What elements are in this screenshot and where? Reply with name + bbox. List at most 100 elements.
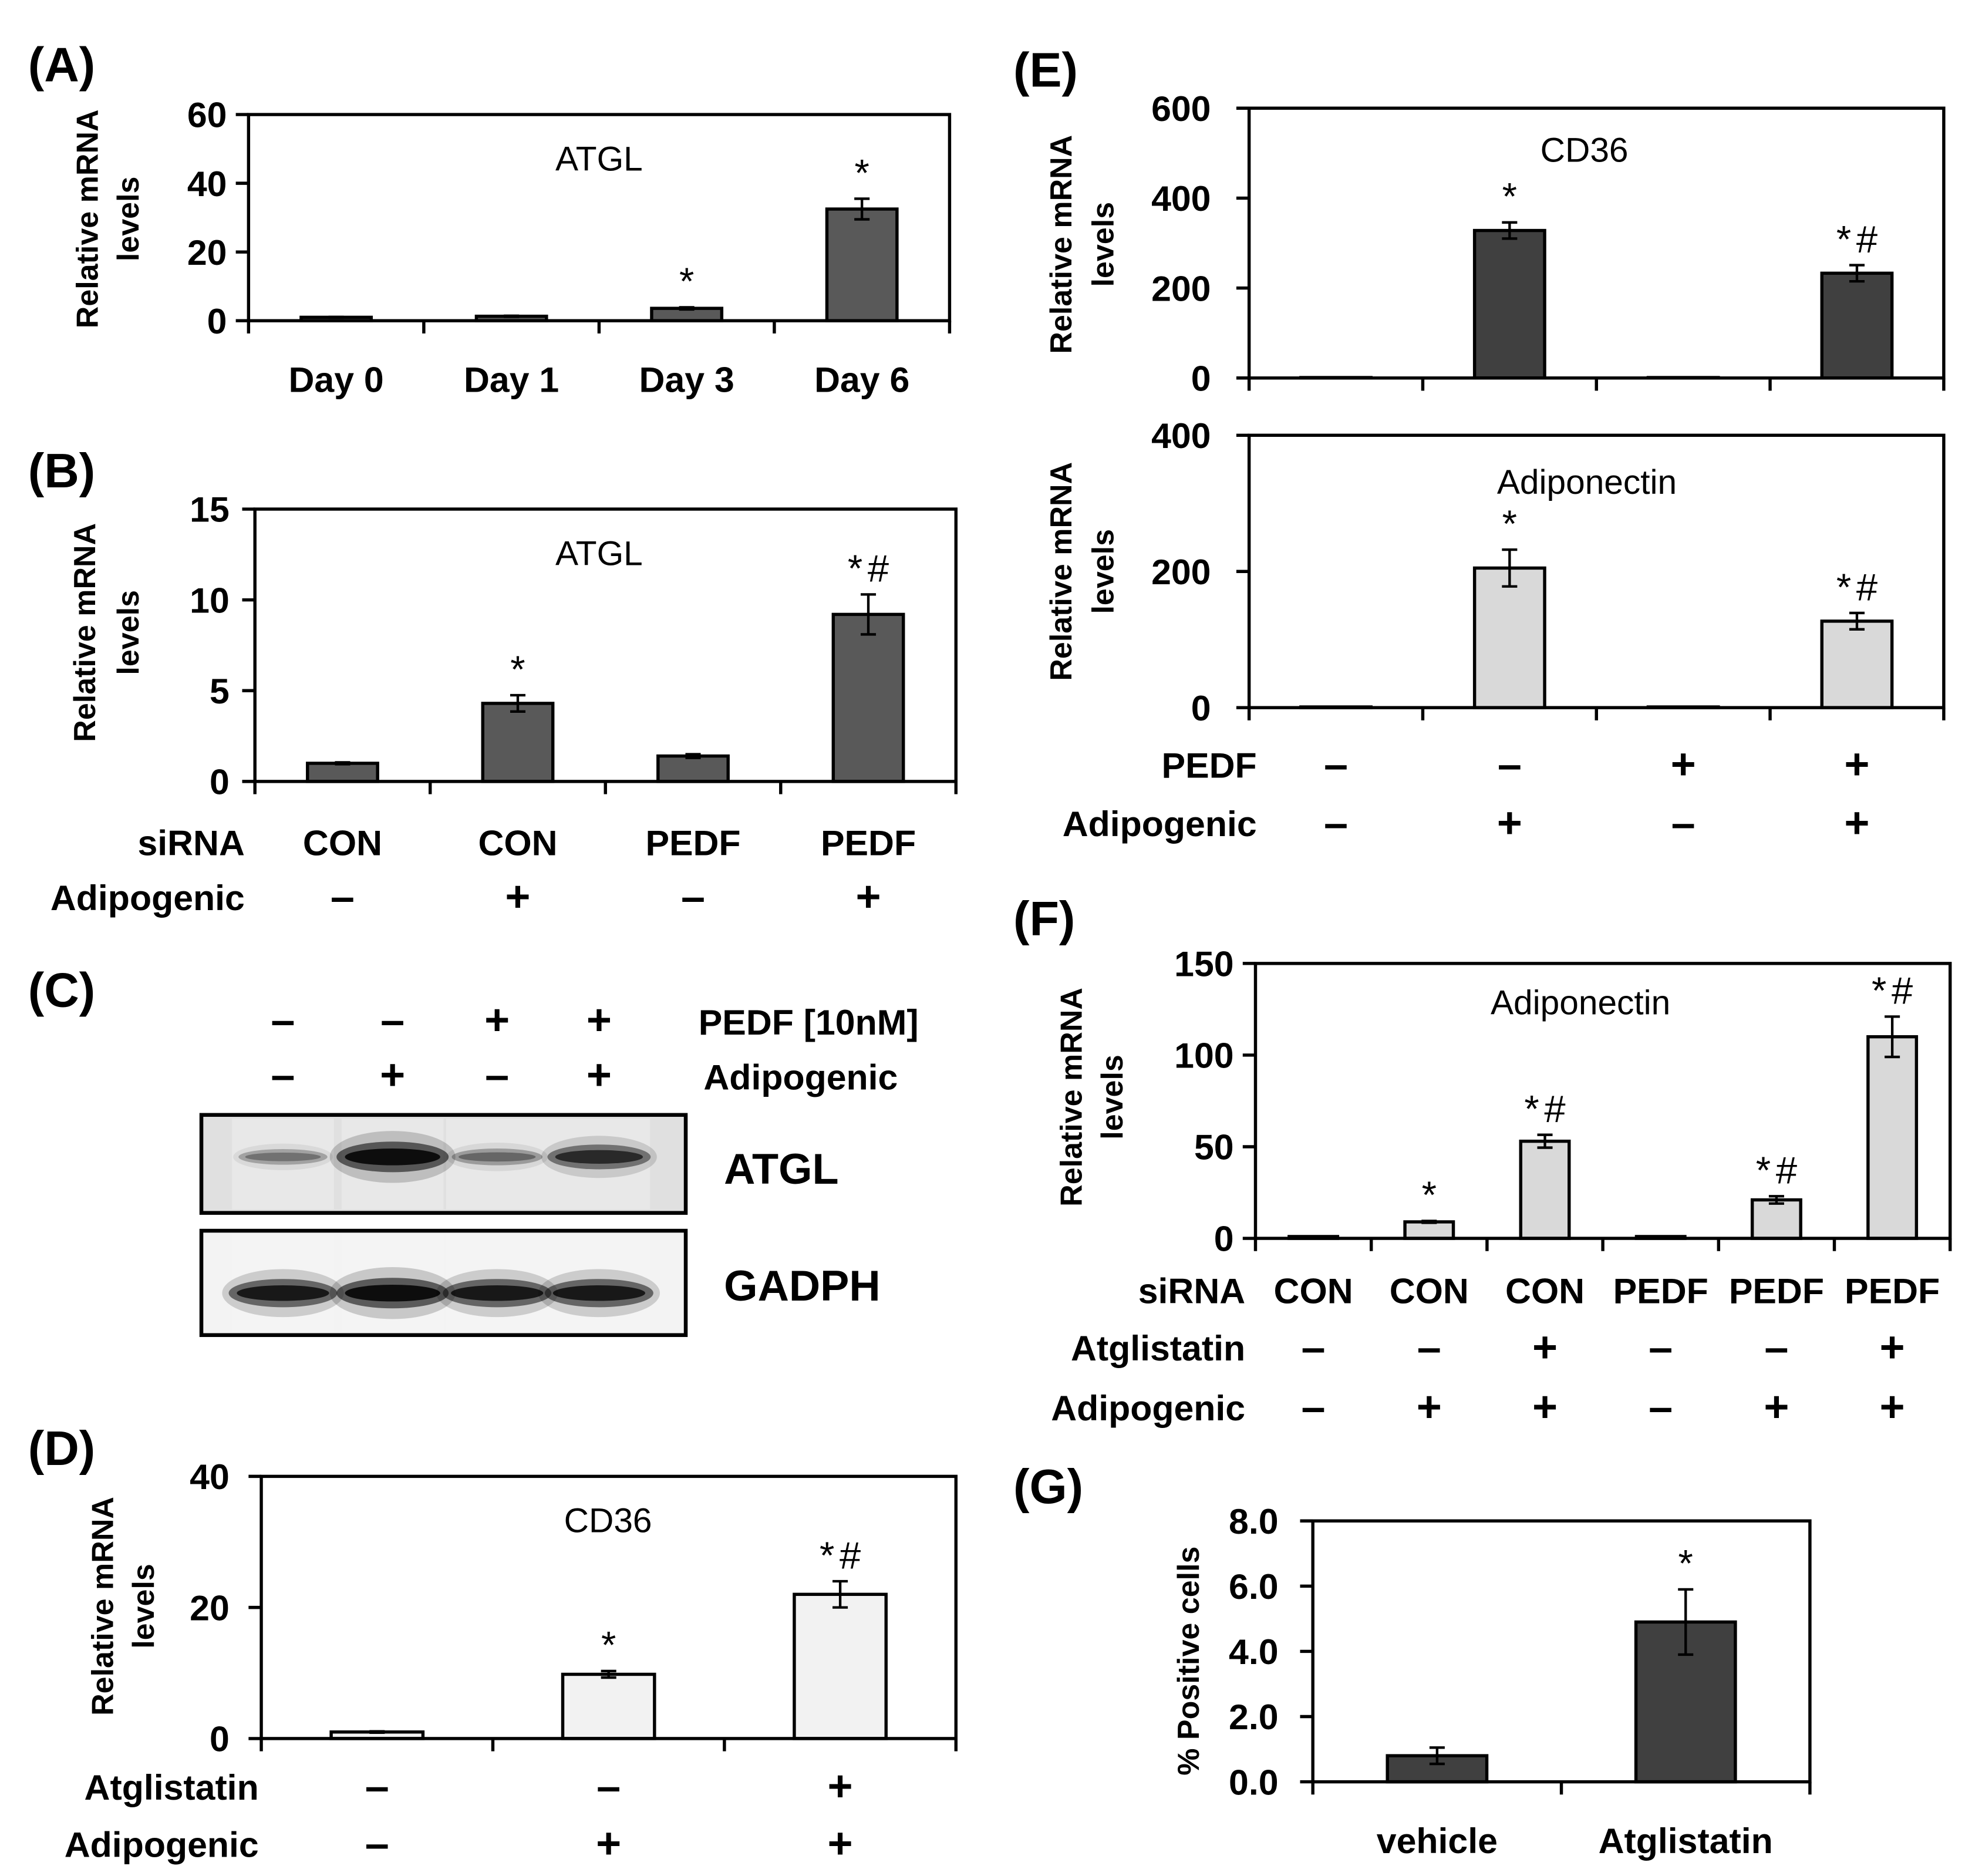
- error-bar: [1537, 1133, 1553, 1149]
- y-tick-label: 0: [207, 301, 227, 341]
- blot-treatment-sign: +: [586, 995, 612, 1044]
- significance-marker: *#: [1756, 1149, 1802, 1192]
- y-tick-label: 0: [1191, 358, 1211, 398]
- condition-value: CON: [478, 823, 557, 863]
- blot-band-halo: [446, 1143, 548, 1171]
- condition-sign: –: [365, 1819, 389, 1868]
- condition-row-label: Adipogenic: [1051, 1388, 1245, 1428]
- y-tick-label: 60: [187, 95, 227, 135]
- significance-marker: *#: [1836, 218, 1883, 261]
- significance-marker: *: [855, 151, 875, 194]
- blot-treatment-sign: +: [380, 1050, 405, 1099]
- x-category-label: Atglistatin: [1599, 1821, 1773, 1861]
- plot-frame: [1247, 106, 1946, 380]
- bar: [1403, 1220, 1455, 1240]
- y-tick-label: 100: [1174, 1036, 1233, 1076]
- chart-title: CD36: [1541, 131, 1629, 169]
- blot-band-core: [237, 1285, 329, 1301]
- condition-value: CON: [1274, 1271, 1353, 1311]
- error-bar: [1502, 221, 1518, 240]
- blot-band: [329, 1131, 456, 1183]
- blot-band-body: [451, 1148, 543, 1166]
- blot-band-core: [345, 1148, 440, 1166]
- error-bar: [685, 753, 701, 759]
- y-tick-label: 6.0: [1229, 1567, 1279, 1606]
- atgl-blot: ATGL: [199, 1113, 839, 1215]
- condition-value: CON: [1390, 1271, 1469, 1311]
- gadph-blot: GADPH: [199, 1228, 881, 1338]
- bar: [1519, 1139, 1571, 1240]
- blot-band-core: [451, 1285, 544, 1301]
- blot-band-core: [459, 1152, 536, 1162]
- bar: [1472, 228, 1546, 380]
- error-bar: [832, 1579, 848, 1609]
- blot-band-core: [345, 1284, 440, 1302]
- blot-lane-background: [548, 1119, 650, 1210]
- error-bar: [504, 314, 520, 318]
- y-axis-label: Relative mRNA: [1054, 988, 1088, 1207]
- bar: [1750, 1198, 1802, 1240]
- condition-sign: +: [596, 1819, 621, 1868]
- panel-a-atgl-timecourse-chart: 0 20 40 60 * * ATGL Relative mRNA levels Day 0 Day…: [70, 95, 952, 400]
- blot-band-core: [555, 1150, 643, 1164]
- error-bar: [335, 761, 350, 766]
- panel-label-a: (A): [28, 38, 96, 92]
- blot-treatment-label: Adipogenic: [703, 1057, 898, 1097]
- plot-frame: [247, 113, 952, 322]
- chart-title: CD36: [564, 1502, 652, 1540]
- y-axis-label: levels: [1096, 1055, 1130, 1140]
- error-bar: [1678, 1588, 1694, 1656]
- blot-treatment-sign: +: [586, 1050, 612, 1099]
- blot-band: [233, 1143, 333, 1170]
- plot-frame: [253, 507, 958, 783]
- y-axis-label: levels: [112, 590, 146, 675]
- y-tick-label: 8.0: [1229, 1501, 1279, 1541]
- condition-sign: +: [1844, 798, 1869, 847]
- condition-value: CON: [303, 823, 382, 863]
- y-tick-label: 15: [190, 490, 230, 530]
- y-tick-label: 0: [1191, 688, 1211, 728]
- y-tick-label: 0: [210, 762, 230, 802]
- y-tick-label: 0: [1214, 1219, 1234, 1259]
- panel-label-e: (E): [1013, 43, 1078, 97]
- y-axis-label: Relative mRNA: [68, 523, 102, 742]
- y-tick-label: 400: [1151, 178, 1211, 218]
- condition-row-label: Adipogenic: [50, 878, 245, 918]
- y-axis-label: levels: [1087, 529, 1121, 614]
- bar: [1820, 619, 1894, 709]
- condition-sign: –: [1302, 1322, 1326, 1371]
- blot-frame: [199, 1228, 688, 1338]
- blot-protein-label: GADPH: [724, 1261, 881, 1310]
- significance-marker: *: [1422, 1174, 1442, 1217]
- x-category-label: Day 0: [289, 360, 384, 400]
- bar: [656, 754, 730, 783]
- blot-treatment-label: PEDF [10nM]: [699, 1002, 919, 1042]
- significance-marker: *#: [1836, 565, 1883, 608]
- y-tick-label: 5: [210, 671, 230, 711]
- condition-sign: +: [1497, 798, 1522, 847]
- blot-band-halo: [233, 1143, 333, 1170]
- error-bar: [328, 315, 344, 319]
- condition-sign: –: [1649, 1322, 1673, 1371]
- condition-sign: –: [1417, 1322, 1441, 1371]
- panel-label-b: (B): [28, 444, 96, 498]
- y-tick-label: 0: [210, 1719, 230, 1759]
- chart-title: ATGL: [555, 534, 643, 572]
- panel-label-d: (D): [28, 1422, 96, 1476]
- blot-band-core: [552, 1285, 646, 1301]
- condition-sign: +: [828, 1762, 853, 1810]
- y-axis-label: Relative mRNA: [1044, 135, 1078, 354]
- bar: [1472, 566, 1546, 709]
- significance-marker: *: [1502, 503, 1522, 545]
- y-axis-label: levels: [112, 177, 146, 262]
- condition-sign: +: [1532, 1322, 1558, 1371]
- condition-sign: +: [1880, 1382, 1905, 1431]
- error-bar: [1768, 1195, 1784, 1205]
- condition-sign: –: [1764, 1322, 1788, 1371]
- error-bar: [1502, 548, 1518, 588]
- bar: [306, 762, 379, 783]
- y-tick-label: 150: [1174, 944, 1233, 984]
- condition-sign: +: [1844, 740, 1869, 789]
